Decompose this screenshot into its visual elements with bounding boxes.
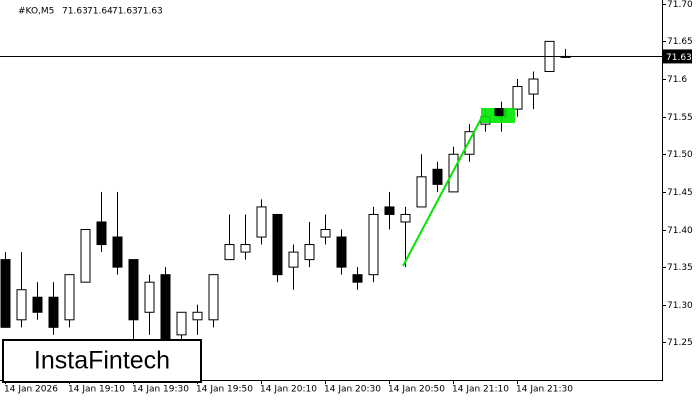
candle-body — [528, 78, 539, 95]
x-tick-label: 14 Jan 2026 — [4, 385, 58, 395]
y-tick-label: 71.65 — [667, 37, 693, 47]
candle-body — [48, 296, 59, 328]
candle-body — [432, 168, 443, 185]
y-tick-label: 71.55 — [667, 113, 693, 123]
watermark: InstaFintech — [34, 347, 170, 375]
candle-body — [192, 311, 203, 321]
candle-body — [144, 281, 155, 313]
candle-body — [96, 221, 107, 246]
candle-body — [160, 274, 171, 343]
candle-body — [112, 236, 123, 268]
y-tick-label: 71.50 — [667, 150, 693, 160]
x-tick-label: 14 Jan 21:10 — [452, 385, 509, 395]
header-high: 71.64 — [87, 7, 113, 17]
y-tick-label: 71.70 — [667, 0, 693, 10]
candle-body — [320, 229, 331, 238]
y-tick-label: 71.6 — [667, 75, 687, 85]
header: #KO,M5 71.63 71.64 71.63 71.63 — [18, 7, 163, 17]
y-tick-label: 71.25 — [667, 338, 693, 348]
x-tick-label: 14 Jan 19:10 — [68, 385, 125, 395]
candle-body — [336, 236, 347, 268]
pattern-line — [402, 114, 484, 267]
candle-body — [176, 311, 187, 336]
candle-body — [400, 213, 411, 223]
x-tick-label: 14 Jan 20:30 — [324, 385, 381, 395]
x-tick-label: 14 Jan 20:50 — [388, 385, 445, 395]
candle-body — [416, 176, 427, 208]
pattern-candle — [494, 108, 504, 116]
candle-body — [64, 274, 75, 321]
candle-body — [288, 251, 299, 268]
candle-body — [304, 244, 315, 261]
candle-body — [0, 259, 11, 328]
candle-body — [464, 131, 475, 155]
x-tick-label: 14 Jan 21:30 — [516, 385, 573, 395]
x-tick-label: 14 Jan 19:30 — [132, 385, 189, 395]
x-tick-label: 14 Jan 20:10 — [260, 385, 317, 395]
candle-body — [80, 229, 91, 283]
x-tick-label: 14 Jan 19:50 — [196, 385, 253, 395]
candle-body — [256, 206, 267, 238]
candle-body — [16, 289, 27, 321]
candle-body — [272, 213, 283, 276]
candle-body — [240, 244, 251, 253]
current-price-box — [662, 49, 692, 64]
candle-body — [352, 274, 363, 283]
header-open: 71.63 — [62, 7, 88, 17]
candle-body — [32, 296, 43, 313]
y-tick-label: 71.45 — [667, 188, 693, 198]
candle-body — [448, 153, 459, 193]
candle-body — [384, 206, 395, 215]
candle-body — [512, 86, 523, 110]
watermark-frame — [2, 339, 202, 383]
candle-body — [368, 213, 379, 276]
watermark-box: InstaFintech — [2, 339, 202, 383]
header-low: 71.63 — [112, 7, 138, 17]
candle-body — [208, 274, 219, 321]
y-tick-label: 71.30 — [667, 301, 693, 311]
candle-body — [224, 244, 235, 261]
candle-body — [128, 259, 139, 321]
y-tick-label: 71.40 — [667, 226, 693, 236]
header-close: 71.63 — [137, 7, 163, 17]
symbol: #KO,M5 — [18, 7, 54, 17]
y-tick-label: 71.35 — [667, 263, 693, 273]
current-price-label: 71.63 — [666, 53, 692, 63]
